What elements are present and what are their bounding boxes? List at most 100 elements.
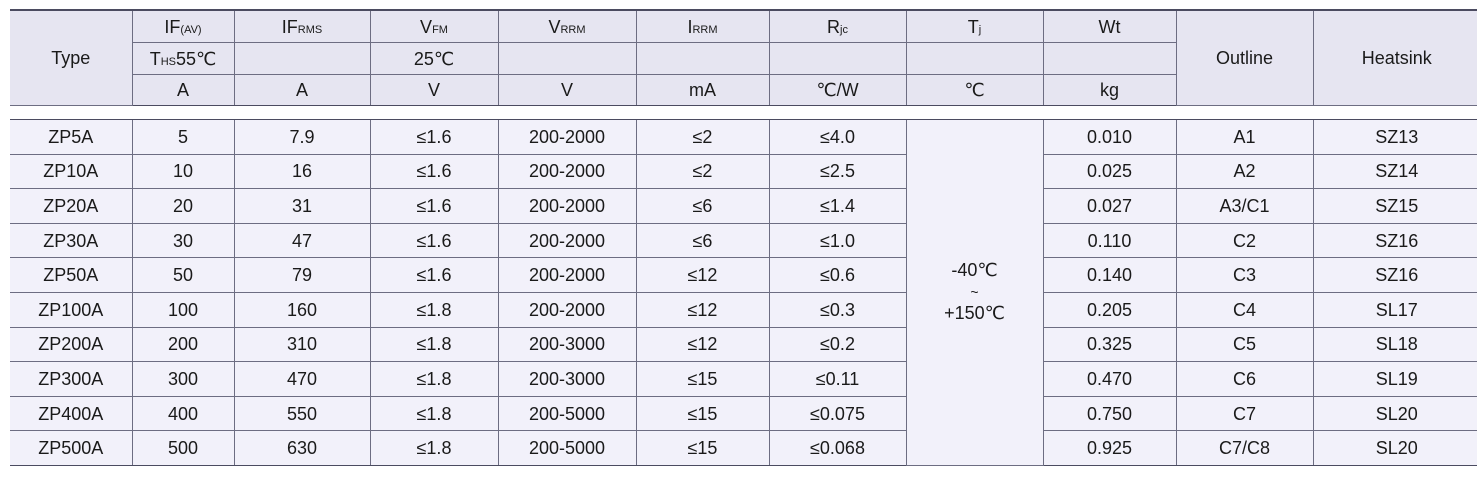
- tj-range-high: +150℃: [944, 303, 1005, 324]
- cell-wt: 0.025: [1042, 154, 1176, 190]
- cell-type: ZP10A: [10, 154, 132, 190]
- cell-outline: C6: [1175, 361, 1313, 397]
- table-header: Type IF(AV) IFRMS VFM VRRM IRRM Rjc Tj W…: [10, 9, 1477, 106]
- cond-ths-value: 55℃: [176, 48, 217, 69]
- cell-if-rms: 7.9: [233, 119, 370, 155]
- cell-if-rms: 630: [233, 430, 370, 466]
- table-row: ZP200A 200 310 ≤1.8 200-3000 ≤12 ≤0.2 0.325 C5 SL…: [10, 327, 1477, 363]
- table-row: ZP300A 300 470 ≤1.8 200-3000 ≤15 ≤0.11 0.470 C6 S…: [10, 361, 1477, 397]
- spec-table-container: Type IF(AV) IFRMS VFM VRRM IRRM Rjc Tj W…: [10, 9, 1477, 466]
- spacer-cell: [10, 105, 1477, 120]
- cell-vfm: ≤1.6: [369, 119, 498, 155]
- header-cond-empty-5: [905, 42, 1043, 75]
- cell-rjc: ≤0.075: [768, 396, 906, 432]
- header-cond-ths: THS55℃: [131, 42, 234, 75]
- diode-spec-table: Type IF(AV) IFRMS VFM VRRM IRRM Rjc Tj W…: [10, 9, 1477, 466]
- header-wt: Wt: [1042, 9, 1176, 43]
- cell-if-av: 20: [131, 188, 234, 224]
- header-outline: Outline: [1175, 9, 1313, 106]
- cell-irrm: ≤15: [635, 430, 769, 466]
- header-vrrm-sub: RRM: [560, 23, 586, 36]
- cell-heatsink: SL20: [1312, 396, 1477, 432]
- cell-vrrm: 200-2000: [497, 154, 636, 190]
- cell-if-av: 30: [131, 223, 234, 259]
- header-irrm: IRRM: [635, 9, 769, 43]
- header-cond-empty-1: [233, 42, 370, 75]
- cell-wt: 0.325: [1042, 327, 1176, 363]
- cell-rjc: ≤0.6: [768, 257, 906, 293]
- cell-wt: 0.027: [1042, 188, 1176, 224]
- unit-if-rms: A: [233, 74, 370, 106]
- header-cond-empty-4: [768, 42, 906, 75]
- cell-heatsink: SZ15: [1312, 188, 1477, 224]
- cell-type: ZP500A: [10, 430, 132, 466]
- table-row: ZP400A 400 550 ≤1.8 200-5000 ≤15 ≤0.075 0.750 C7…: [10, 396, 1477, 432]
- cell-outline: A3/C1: [1175, 188, 1313, 224]
- spacer-body: [10, 105, 1477, 120]
- header-cond-empty-6: [1042, 42, 1176, 75]
- header-vrrm: VRRM: [497, 9, 636, 43]
- header-irrm-main: I: [687, 16, 693, 37]
- cell-irrm: ≤15: [635, 396, 769, 432]
- cell-vrrm: 200-2000: [497, 257, 636, 293]
- cell-vfm: ≤1.8: [369, 327, 498, 363]
- cell-irrm: ≤12: [635, 327, 769, 363]
- table-row: ZP100A 100 160 ≤1.8 200-2000 ≤12 ≤0.3 0.205 C4 SL…: [10, 292, 1477, 328]
- cell-vfm: ≤1.8: [369, 430, 498, 466]
- unit-rjc: ℃/W: [768, 74, 906, 106]
- cond-ths-sub: HS: [160, 55, 177, 68]
- unit-irrm: mA: [635, 74, 769, 106]
- cell-vfm: ≤1.6: [369, 257, 498, 293]
- unit-vfm: V: [369, 74, 498, 106]
- cell-if-rms: 310: [233, 327, 370, 363]
- table-row: ZP5A 5 7.9 ≤1.6 200-2000 ≤2 ≤4.0 -40℃ ~ +150℃ 0.01…: [10, 119, 1477, 466]
- cell-outline: A1: [1175, 119, 1313, 155]
- header-if-rms: IFRMS: [233, 9, 370, 43]
- cell-vfm: ≤1.6: [369, 223, 498, 259]
- cell-wt: 0.470: [1042, 361, 1176, 397]
- cell-irrm: ≤12: [635, 292, 769, 328]
- cell-if-rms: 47: [233, 223, 370, 259]
- cell-outline: C5: [1175, 327, 1313, 363]
- cell-type: ZP100A: [10, 292, 132, 328]
- cell-vrrm: 200-2000: [497, 223, 636, 259]
- cell-if-av: 500: [131, 430, 234, 466]
- cell-type: ZP200A: [10, 327, 132, 363]
- cell-outline: C7/C8: [1175, 430, 1313, 466]
- header-cond-empty-2: [497, 42, 636, 75]
- header-vfm-main: V: [420, 16, 433, 37]
- cell-if-av: 200: [131, 327, 234, 363]
- header-if-av-main: IF: [164, 16, 181, 37]
- cell-wt: 0.140: [1042, 257, 1176, 293]
- header-heatsink: Heatsink: [1312, 9, 1477, 106]
- table-row: ZP50A 50 79 ≤1.6 200-2000 ≤12 ≤0.6 0.140 C3 SZ16: [10, 257, 1477, 293]
- table-row: ZP500A 500 630 ≤1.8 200-5000 ≤15 ≤0.068 0.925 C7…: [10, 430, 1477, 466]
- cond-ths-main: T: [149, 48, 161, 69]
- cell-vfm: ≤1.8: [369, 361, 498, 397]
- header-vfm-sub: FM: [432, 23, 448, 36]
- cell-type: ZP5A: [10, 119, 132, 155]
- cell-vrrm: 200-2000: [497, 188, 636, 224]
- cell-irrm: ≤2: [635, 154, 769, 190]
- cell-if-av: 50: [131, 257, 234, 293]
- cell-if-rms: 550: [233, 396, 370, 432]
- cell-if-rms: 16: [233, 154, 370, 190]
- cell-heatsink: SZ16: [1312, 257, 1477, 293]
- header-row-params: Type IF(AV) IFRMS VFM VRRM IRRM Rjc Tj W…: [10, 9, 1477, 106]
- cell-tj-range: -40℃ ~ +150℃: [905, 119, 1043, 466]
- unit-if-av: A: [131, 74, 234, 106]
- cell-wt: 0.110: [1042, 223, 1176, 259]
- cell-outline: C4: [1175, 292, 1313, 328]
- cell-heatsink: SZ14: [1312, 154, 1477, 190]
- tj-range-separator: ~: [970, 284, 979, 301]
- header-irrm-sub: RRM: [692, 23, 718, 36]
- header-if-rms-main: IF: [281, 16, 298, 37]
- header-type: Type: [10, 9, 132, 106]
- cell-irrm: ≤6: [635, 223, 769, 259]
- cell-if-rms: 79: [233, 257, 370, 293]
- cell-irrm: ≤2: [635, 119, 769, 155]
- cell-rjc: ≤0.068: [768, 430, 906, 466]
- cell-if-av: 100: [131, 292, 234, 328]
- header-if-av-sub: (AV): [180, 23, 202, 36]
- cell-heatsink: SL17: [1312, 292, 1477, 328]
